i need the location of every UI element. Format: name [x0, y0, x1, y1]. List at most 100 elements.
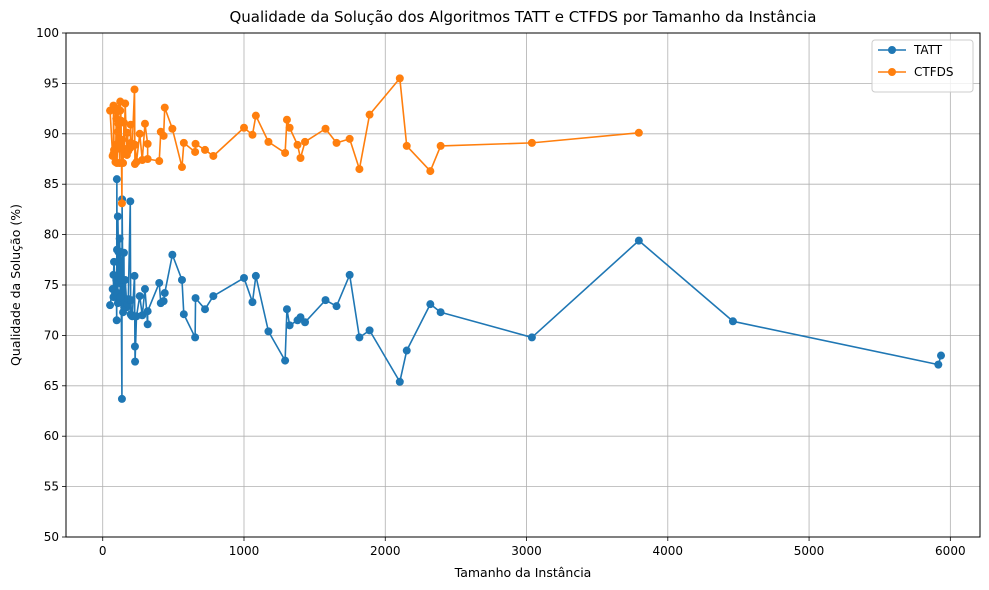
- data-point: [179, 138, 188, 147]
- y-tick-label: 60: [44, 429, 59, 443]
- legend-box: [871, 39, 974, 93]
- data-point: [160, 289, 169, 298]
- x-tick-label: 3000: [511, 544, 542, 558]
- data-point: [159, 297, 168, 306]
- data-point: [191, 139, 200, 148]
- y-tick-label: 90: [44, 127, 59, 141]
- data-point: [121, 275, 130, 284]
- data-point: [395, 74, 404, 83]
- data-point: [365, 326, 374, 335]
- data-point: [332, 302, 341, 311]
- data-point: [140, 119, 149, 128]
- data-point: [321, 124, 330, 133]
- data-point: [191, 294, 200, 303]
- x-tick: 1000: [229, 537, 260, 558]
- data-point: [296, 153, 305, 162]
- data-point: [634, 236, 643, 245]
- x-tick-label: 2000: [370, 544, 401, 558]
- data-point: [155, 278, 164, 287]
- data-point: [179, 310, 188, 319]
- data-point: [426, 300, 435, 309]
- data-point: [123, 128, 132, 137]
- data-point: [251, 111, 260, 120]
- data-point: [131, 357, 140, 366]
- data-point: [248, 130, 257, 139]
- data-point: [395, 377, 404, 386]
- data-point: [209, 151, 218, 160]
- data-point: [345, 134, 354, 143]
- data-point: [135, 292, 144, 301]
- y-tick-label: 55: [44, 480, 59, 494]
- data-point: [116, 293, 125, 302]
- data-point: [240, 123, 248, 132]
- data-point: [345, 270, 354, 279]
- data-point: [436, 308, 445, 317]
- data-point: [332, 138, 341, 147]
- series-layer: [106, 74, 946, 403]
- data-point: [143, 307, 152, 316]
- data-point: [168, 250, 177, 259]
- data-point: [301, 137, 310, 146]
- data-point: [113, 212, 122, 221]
- data-point: [112, 316, 121, 325]
- data-point: [143, 139, 152, 148]
- data-point: [168, 124, 177, 133]
- x-tick: 5000: [794, 537, 824, 558]
- y-tick: 55: [44, 480, 66, 494]
- data-point: [240, 273, 248, 282]
- data-point: [282, 305, 291, 314]
- x-tick-label: 1000: [229, 544, 260, 558]
- y-tick: 50: [44, 530, 66, 544]
- chart-title: Qualidade da Solução dos Algoritmos TATT…: [229, 8, 816, 26]
- data-point: [355, 333, 364, 342]
- x-tick-label: 4000: [653, 544, 684, 558]
- y-tick: 70: [44, 328, 66, 342]
- x-tick: 3000: [511, 537, 542, 558]
- data-point: [282, 115, 291, 124]
- data-point: [527, 333, 536, 342]
- data-point: [301, 318, 310, 327]
- y-tick: 90: [44, 127, 66, 141]
- y-tick: 75: [44, 278, 66, 292]
- data-point: [117, 394, 126, 403]
- x-tick-label: 6000: [935, 544, 966, 558]
- legend-label: CTFDS: [914, 65, 953, 79]
- data-point: [355, 165, 364, 174]
- data-point: [251, 271, 260, 280]
- data-point: [143, 155, 152, 163]
- y-tick-label: 50: [44, 530, 59, 544]
- y-tick: 60: [44, 429, 66, 443]
- x-axis: 0 1000 2000 3000 4000 5000 6000: [99, 537, 966, 558]
- y-tick: 85: [44, 177, 66, 191]
- y-tick: 80: [44, 228, 66, 242]
- data-point: [177, 275, 186, 284]
- y-tick: 65: [44, 379, 66, 393]
- data-point: [119, 248, 128, 257]
- y-tick-label: 75: [44, 278, 59, 292]
- data-point: [264, 137, 273, 146]
- data-point: [118, 135, 127, 144]
- y-axis: 50 55 60 65 70 75 80 85 90 95 100: [36, 26, 66, 544]
- data-point: [126, 120, 135, 129]
- legend-marker: [888, 46, 896, 54]
- y-tick-label: 80: [44, 228, 59, 242]
- data-point: [159, 131, 168, 140]
- data-point: [126, 296, 135, 305]
- y-tick-label: 70: [44, 328, 59, 342]
- data-point: [112, 175, 121, 184]
- data-point: [143, 320, 152, 329]
- x-tick: 2000: [370, 537, 401, 558]
- legend: TATT CTFDS: [871, 39, 974, 93]
- data-point: [634, 128, 643, 137]
- data-point: [130, 342, 139, 351]
- data-point: [191, 333, 200, 342]
- series-ctfds: [106, 74, 643, 208]
- data-point: [293, 140, 302, 149]
- data-point: [135, 129, 144, 138]
- y-tick-label: 100: [36, 26, 59, 40]
- y-tick-label: 85: [44, 177, 59, 191]
- data-point: [113, 299, 122, 308]
- data-point: [436, 141, 445, 150]
- legend-entry: TATT: [878, 43, 943, 57]
- x-tick-label: 0: [99, 544, 107, 558]
